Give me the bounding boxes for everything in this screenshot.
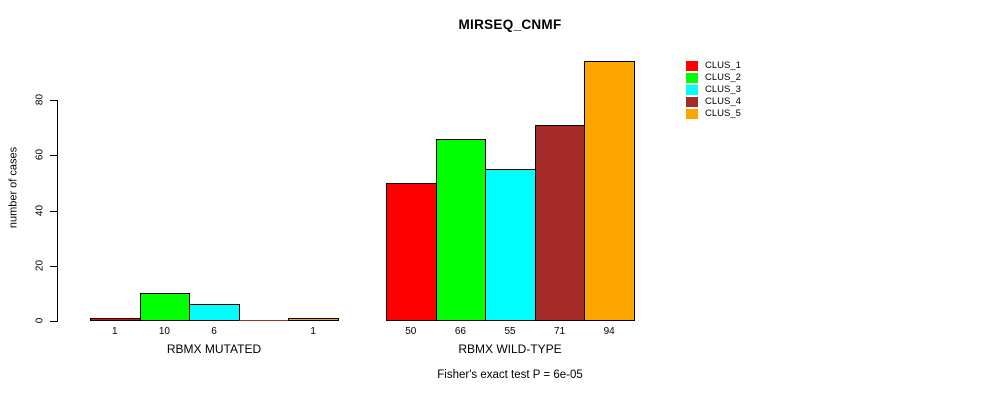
y-axis-tick-label: 0 [34, 317, 46, 324]
legend-item-clus_2: CLUS_2 [686, 72, 741, 84]
bar-clus_2-rbmx-mutated [139, 293, 191, 321]
y-axis-tick-label: 60 [34, 148, 46, 161]
y-axis-label: number of cases [7, 146, 20, 229]
bar-clus_3-rbmx-wild-type [485, 169, 536, 321]
y-axis-tick [50, 321, 57, 322]
y-axis-tick [50, 100, 57, 101]
legend-item-clus_5: CLUS_5 [686, 108, 741, 120]
bar-value-label: 55 [504, 326, 516, 337]
legend-label: CLUS_3 [705, 84, 741, 95]
bar-value-label: 50 [405, 326, 417, 337]
legend-item-clus_1: CLUS_1 [686, 60, 741, 72]
legend-label: CLUS_4 [705, 96, 741, 107]
legend-swatch [686, 109, 698, 119]
legend-swatch [686, 85, 698, 95]
bar-value-label: 1 [112, 326, 118, 337]
annotation-fisher-test: Fisher's exact test P = 6e-05 [437, 369, 583, 381]
bar-clus_4-rbmx-mutated [238, 320, 290, 321]
legend-item-clus_4: CLUS_4 [686, 96, 741, 108]
y-axis-tick-label: 20 [34, 259, 46, 272]
legend-swatch [686, 73, 698, 83]
y-axis-tick [50, 211, 57, 212]
x-group-label: RBMX MUTATED [166, 342, 262, 356]
bar-clus_5-rbmx-mutated [288, 318, 339, 321]
bar-clus_3-rbmx-mutated [189, 304, 240, 321]
legend-swatch [686, 61, 698, 71]
legend-label: CLUS_1 [705, 60, 741, 71]
legend-label: CLUS_2 [705, 72, 741, 83]
legend-swatch [686, 97, 698, 107]
y-axis-tick-label: 40 [34, 204, 46, 217]
bar-clus_5-rbmx-wild-type [584, 61, 635, 321]
bar-value-label: 71 [554, 326, 566, 337]
bar-value-label: 66 [454, 326, 466, 337]
legend-label: CLUS_5 [705, 108, 741, 119]
y-axis-line [57, 100, 58, 322]
bar-value-label: 1 [310, 326, 316, 337]
bar-value-label: 94 [603, 326, 615, 337]
bar-clus_2-rbmx-wild-type [435, 139, 487, 321]
x-group-label: RBMX WILD-TYPE [458, 342, 562, 356]
chart-title: MIRSEQ_CNMF [458, 17, 562, 32]
y-axis-tick [50, 266, 57, 267]
bar-clus_1-rbmx-wild-type [386, 183, 437, 321]
y-axis-tick [50, 155, 57, 156]
bar-value-label: 6 [211, 326, 217, 337]
bar-value-label: 10 [158, 326, 170, 337]
legend: CLUS_1 CLUS_2 CLUS_3 CLUS_4 CLUS_5 [686, 60, 741, 120]
legend-item-clus_3: CLUS_3 [686, 84, 741, 96]
bar-clus_1-rbmx-mutated [90, 318, 141, 321]
bar-clus_4-rbmx-wild-type [534, 125, 586, 321]
y-axis-tick-label: 80 [34, 93, 46, 106]
